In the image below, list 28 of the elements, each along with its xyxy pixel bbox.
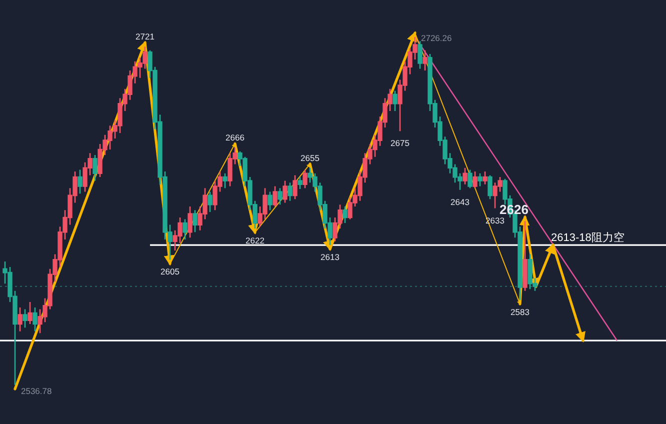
annotation: 2675 (390, 138, 410, 148)
annotation: 2726.26 (421, 33, 452, 43)
annotation: 2655 (300, 152, 320, 163)
candlestick (298, 176, 302, 190)
candlestick (342, 206, 348, 224)
candlestick (188, 206, 192, 238)
candlestick (522, 220, 528, 292)
candlestick (208, 191, 212, 213)
annotation: 2613 (320, 252, 340, 262)
candlestick (278, 187, 282, 206)
annotation: 2643 (450, 196, 470, 207)
text: 2536.78 (21, 386, 52, 396)
annotation: 2605 (160, 266, 180, 277)
candlestick (182, 218, 188, 240)
candlestick (272, 186, 278, 208)
candlestick (392, 90, 398, 112)
candlestick (192, 209, 198, 233)
candlestick (292, 174, 298, 200)
candlestick (282, 180, 288, 204)
candlestick (222, 172, 228, 189)
annotation: 2721 (136, 32, 155, 42)
candlestick (288, 182, 292, 202)
ref-line-label: 2613-18阻力空 (551, 231, 624, 244)
annotation: 2583 (510, 307, 530, 318)
candlestick (302, 169, 308, 189)
annotation: 2666 (226, 132, 245, 143)
annotation: 2622 (246, 235, 265, 246)
candlestick (268, 191, 272, 211)
